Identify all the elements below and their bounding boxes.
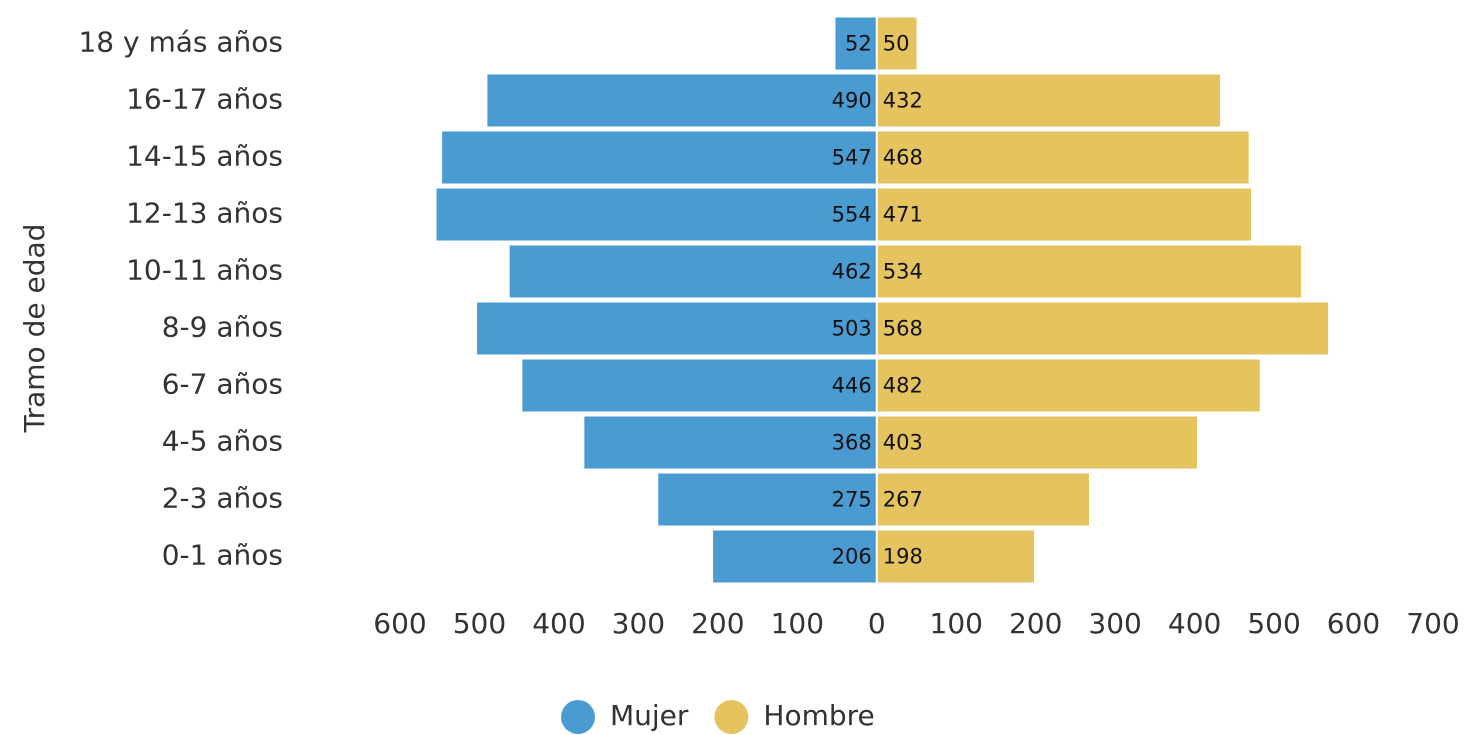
data-label: 206: [832, 545, 872, 569]
x-tick-label: 0: [868, 607, 886, 640]
data-label: 547: [832, 146, 872, 170]
data-label: 432: [883, 89, 923, 113]
bar: [442, 131, 876, 184]
bar: [877, 245, 1302, 298]
x-tick-label: 400: [1168, 607, 1221, 640]
data-label: 534: [883, 260, 923, 284]
x-tick-label: 300: [612, 607, 665, 640]
legend-label: Mujer: [610, 699, 689, 732]
data-label: 490: [832, 89, 872, 113]
x-tick-label: 600: [1327, 607, 1380, 640]
data-label: 554: [832, 203, 872, 227]
legend-label: Hombre: [763, 699, 874, 732]
x-tick-label: 700: [1406, 607, 1459, 640]
y-tick-label: 8-9 años: [162, 311, 283, 344]
x-tick-label: 200: [1009, 607, 1062, 640]
x-tick-label: 100: [771, 607, 824, 640]
data-label: 446: [832, 374, 872, 398]
data-label: 198: [883, 545, 923, 569]
bar: [509, 245, 876, 298]
x-tick-label: 500: [453, 607, 506, 640]
legend-swatch: [561, 700, 595, 734]
bar: [877, 473, 1089, 526]
bar: [522, 359, 876, 412]
bar: [877, 359, 1260, 412]
legend-swatch: [714, 700, 749, 734]
bar: [658, 473, 876, 526]
bar: [877, 188, 1252, 241]
data-label: 368: [832, 431, 872, 455]
x-tick-label: 200: [691, 607, 744, 640]
y-tick-label: 0-1 años: [162, 539, 283, 572]
data-label: 462: [832, 260, 872, 284]
bar: [835, 17, 876, 70]
bar: [877, 74, 1221, 127]
x-tick-label: 400: [532, 607, 585, 640]
bar: [877, 131, 1249, 184]
bar: [487, 74, 876, 127]
data-label: 50: [883, 32, 910, 56]
bar: [477, 302, 876, 355]
y-tick-label: 18 y más años: [78, 26, 283, 59]
data-label: 468: [883, 146, 923, 170]
y-tick-label: 10-11 años: [126, 254, 283, 287]
data-label: 403: [883, 431, 923, 455]
y-tick-label: 12-13 años: [126, 197, 283, 230]
y-tick-label: 14-15 años: [126, 140, 283, 173]
data-label: 503: [832, 317, 872, 341]
y-tick-label: 2-3 años: [162, 482, 283, 515]
bar: [436, 188, 876, 241]
bar: [877, 17, 917, 70]
x-tick-label: 500: [1247, 607, 1300, 640]
data-label: 568: [883, 317, 923, 341]
data-label: 482: [883, 374, 923, 398]
y-tick-label: 16-17 años: [126, 83, 283, 116]
data-label: 267: [883, 488, 923, 512]
y-tick-label: 4-5 años: [162, 425, 283, 458]
bar: [584, 416, 876, 469]
x-tick-label: 100: [930, 607, 983, 640]
bar: [877, 416, 1197, 469]
x-tick-label: 300: [1088, 607, 1141, 640]
bar: [877, 530, 1035, 583]
y-tick-label: 6-7 años: [162, 368, 283, 401]
data-label: 275: [832, 488, 872, 512]
x-tick-label: 600: [373, 607, 426, 640]
bar: [713, 530, 876, 583]
bar: [877, 302, 1329, 355]
data-label: 471: [883, 203, 923, 227]
data-label: 52: [845, 32, 872, 56]
y-axis-label: Tramo de edad: [18, 224, 51, 434]
